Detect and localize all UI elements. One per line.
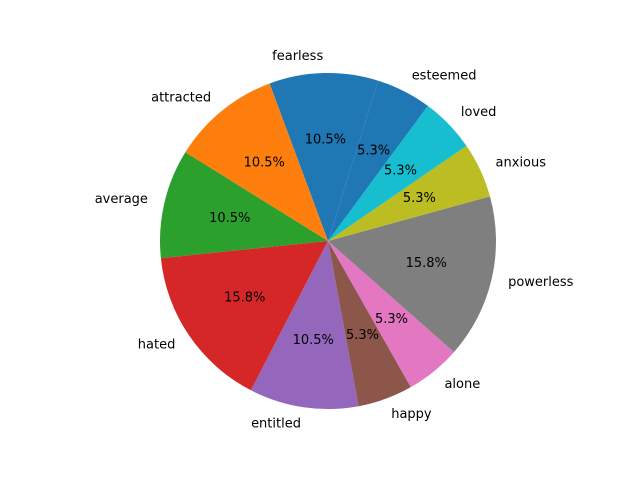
pie-slice-powerless bbox=[328, 196, 496, 353]
pie-slice-attracted bbox=[185, 83, 328, 241]
pie-slice-alone bbox=[328, 241, 455, 388]
pie-slice-average bbox=[160, 152, 328, 259]
category-label-anxious: anxious bbox=[496, 156, 547, 171]
percent-label-powerless: 15.8% bbox=[406, 256, 447, 271]
percent-label-attracted: 10.5% bbox=[244, 155, 285, 170]
pie-slice-loved bbox=[328, 105, 467, 241]
pie-slice-hated bbox=[160, 241, 328, 391]
pie-slice-anxious bbox=[328, 145, 490, 241]
category-label-powerless: powerless bbox=[508, 275, 574, 290]
category-label-attracted: attracted bbox=[151, 90, 211, 105]
percent-labels: 10.5%10.5%10.5%15.8%10.5% 5.3%5.3%15.8%5.… bbox=[209, 133, 447, 348]
category-label-alone: alone bbox=[444, 377, 480, 392]
pie-slice-entitled bbox=[250, 241, 359, 409]
percent-label-happy: 5.3% bbox=[346, 328, 379, 343]
category-label-hated: hated bbox=[138, 338, 176, 353]
pie-slices bbox=[160, 73, 496, 409]
pie-slice-fearless bbox=[269, 73, 379, 241]
pie-slice-esteemed bbox=[328, 80, 428, 241]
category-label-happy: happy bbox=[391, 407, 432, 422]
percent-label-hated: 15.8% bbox=[224, 290, 265, 305]
category-label-entitled: entitled bbox=[251, 416, 301, 431]
category-label-average: average bbox=[95, 192, 148, 207]
percent-label-loved: 5.3% bbox=[384, 163, 417, 178]
category-labels: fearless attracted average hated entitled hap… bbox=[95, 49, 574, 432]
percent-label-fearless: 10.5% bbox=[305, 133, 346, 148]
percent-label-esteemed: 5.3% bbox=[357, 144, 390, 159]
category-label-fearless: fearless bbox=[272, 49, 323, 64]
percent-label-alone: 5.3% bbox=[375, 312, 408, 327]
percent-label-average: 10.5% bbox=[209, 211, 250, 226]
percent-label-entitled: 10.5% bbox=[293, 333, 334, 348]
pie-slice-happy bbox=[328, 241, 411, 407]
percent-label-anxious: 5.3% bbox=[403, 191, 436, 206]
category-label-esteemed: esteemed bbox=[412, 69, 477, 84]
category-label-loved: loved bbox=[461, 105, 497, 120]
